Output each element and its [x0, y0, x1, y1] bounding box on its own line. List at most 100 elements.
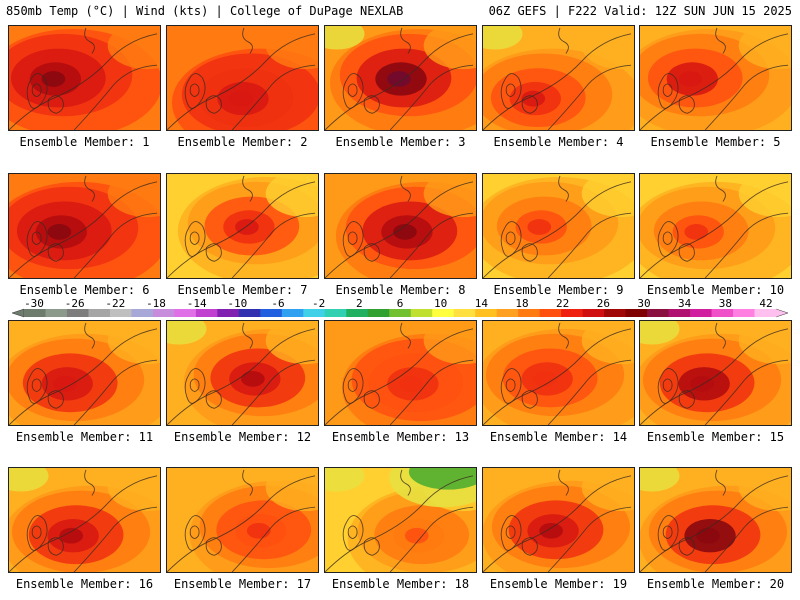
ensemble-member-label: Ensemble Member: 11 [15, 430, 154, 444]
ensemble-member-label: Ensemble Member: 13 [331, 430, 470, 444]
terrain-contour [31, 83, 42, 98]
coastline [715, 322, 726, 349]
colorbar-segment [690, 309, 713, 317]
colorbar-tick-label: -30 [24, 297, 44, 310]
colorbar-tick-label: -18 [146, 297, 166, 310]
terrain-contour [363, 390, 380, 409]
ensemble-member-map [8, 173, 161, 279]
colorbar-segment [582, 309, 605, 317]
hot-core [59, 527, 84, 544]
temperature-field [640, 321, 791, 425]
terrain-contour [184, 368, 206, 404]
colorbar-tick-label: 26 [597, 297, 610, 310]
ensemble-member-label: Ensemble Member: 7 [177, 283, 308, 297]
height-contour [325, 181, 474, 278]
hot-core [393, 224, 417, 240]
temperature-field [640, 174, 791, 278]
terrain-contour [342, 221, 364, 257]
terrain-contour [678, 243, 695, 262]
colorbar-segment [131, 309, 154, 317]
terrain-contour [347, 83, 358, 98]
coastline [558, 27, 569, 54]
colorbar-segment [625, 309, 648, 317]
hot-core [241, 371, 265, 387]
ensemble-member-map [324, 173, 477, 279]
terrain-contour [500, 73, 522, 109]
temperature-field [483, 174, 634, 278]
colorbar-tick-label: 10 [434, 297, 447, 310]
colorbar-segment [475, 309, 498, 317]
colorbar-tick-label: 2 [356, 297, 363, 310]
ensemble-member-label: Ensemble Member: 10 [646, 283, 785, 297]
terrain-contour [657, 515, 679, 551]
height-contour [547, 212, 632, 278]
height-contour [483, 33, 632, 130]
temperature-field [167, 321, 318, 425]
coastline [400, 469, 411, 496]
height-contour [167, 475, 316, 572]
terrain-contour [47, 537, 64, 556]
hot-core [527, 219, 552, 235]
hot-core [229, 90, 253, 107]
terrain-contour [26, 368, 48, 404]
ensemble-member-map [166, 173, 319, 279]
terrain-contour [189, 83, 200, 98]
terrain-contour [500, 221, 522, 257]
coastline [715, 469, 726, 496]
colorbar-segment [303, 309, 326, 317]
ensemble-member-map [8, 320, 161, 426]
ensemble-member-map [639, 320, 792, 426]
ensemble-member-map [482, 320, 635, 426]
colorbar-segment [238, 309, 261, 317]
coastline [558, 469, 569, 496]
height-contour [483, 328, 632, 425]
temperature-field [483, 321, 634, 425]
hot-core [539, 522, 563, 539]
colorbar-segment [604, 309, 627, 317]
terrain-contour [184, 515, 206, 551]
hot-core [235, 219, 259, 235]
colorbar-tick-label: 6 [397, 297, 404, 310]
coastline [242, 27, 253, 54]
cool-region [640, 468, 680, 492]
colorbar-tick-label: -26 [65, 297, 85, 310]
colorbar-segment [174, 309, 197, 317]
temperature-colorbar: -30 -26 -22 -18 -14 -10 -6 -2 2 6 10 14 18 22 26 30 34 38… [11, 297, 789, 318]
temperature-field [483, 468, 634, 572]
temperature-field [325, 468, 476, 572]
height-contour [640, 328, 789, 425]
hot-core [53, 375, 78, 392]
colorbar-segment [410, 309, 433, 317]
terrain-contour [205, 390, 222, 409]
coastline [242, 469, 253, 496]
terrain-contour [505, 525, 516, 540]
terrain-contour [26, 73, 48, 109]
terrain-contour [363, 95, 380, 114]
coastline [715, 27, 726, 54]
height-contour [547, 359, 632, 425]
terrain-contour [363, 537, 380, 556]
ensemble-member-map [324, 467, 477, 573]
colorbar-segment [539, 309, 562, 317]
cool-region [9, 468, 49, 492]
height-contour [547, 64, 632, 130]
height-contour [231, 212, 316, 278]
hot-core [521, 90, 546, 107]
ensemble-member-map [8, 467, 161, 573]
cool-region [167, 321, 207, 345]
coastline [400, 322, 411, 349]
colorbar-segment [668, 309, 691, 317]
terrain-contour [662, 83, 673, 98]
ensemble-member-label: Ensemble Member: 8 [335, 283, 466, 297]
ensemble-member-map [639, 467, 792, 573]
height-contour [547, 506, 632, 572]
height-contour [704, 212, 789, 278]
colorbar-segment [496, 309, 519, 317]
hot-core [246, 522, 271, 539]
colorbar-segment [754, 309, 777, 317]
terrain-contour [347, 378, 358, 393]
terrain-contour [189, 231, 200, 246]
height-contour [73, 64, 158, 130]
height-contour [73, 212, 158, 278]
terrain-contour [342, 368, 364, 404]
